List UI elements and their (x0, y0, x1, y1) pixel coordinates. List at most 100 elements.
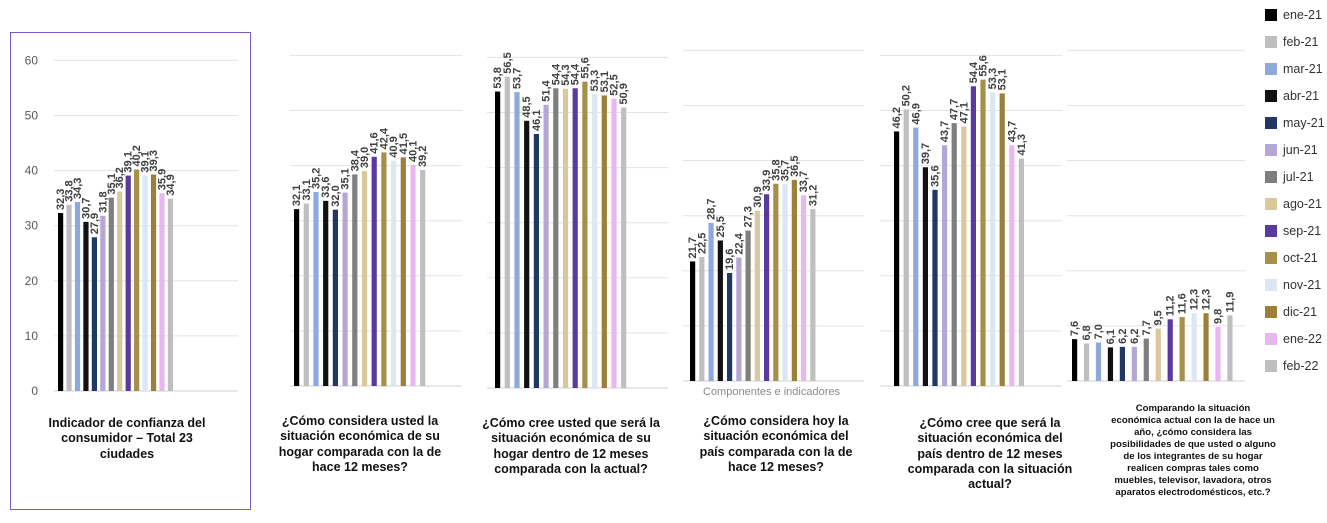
data-label: 48,5 (521, 96, 533, 117)
data-label: 6,8 (1081, 325, 1093, 340)
legend-item: may-21 (1265, 114, 1325, 132)
bar (1155, 328, 1161, 381)
data-label: 41,6 (369, 132, 381, 153)
bar (125, 175, 131, 391)
bar (142, 175, 148, 391)
data-label: 11,6 (1177, 293, 1189, 314)
data-label: 30,7 (80, 197, 92, 218)
y-tick-label: 40 (25, 164, 39, 178)
data-label: 55,6 (579, 57, 591, 78)
data-label: 11,2 (1165, 295, 1177, 316)
bar (294, 209, 300, 386)
y-tick-label: 60 (25, 53, 39, 67)
bar (736, 257, 742, 381)
data-label: 39,0 (359, 147, 371, 168)
legend-swatch (1265, 360, 1277, 372)
panel-caption-2: ¿Cómo considera usted la situación econó… (278, 414, 442, 474)
bar (611, 98, 617, 388)
bar (791, 179, 797, 381)
legend-label: ago-21 (1283, 197, 1322, 211)
bar (150, 174, 157, 391)
data-label: 35,6 (930, 165, 942, 186)
bar (592, 94, 598, 388)
y-tick-label: 20 (25, 274, 39, 288)
data-label: 53,8 (492, 67, 504, 88)
bar (1018, 158, 1024, 386)
data-label: 40,2 (131, 145, 143, 166)
bar (83, 221, 89, 391)
bar (961, 126, 967, 386)
data-label: 47,1 (958, 102, 970, 123)
legend-swatch (1265, 36, 1277, 48)
bar (754, 210, 760, 381)
bar (381, 152, 387, 386)
data-label: 30,9 (752, 186, 764, 207)
data-label: 55,6 (978, 55, 990, 76)
data-label: 39,3 (148, 150, 160, 171)
data-label: 35,1 (340, 168, 352, 189)
legend-item: abr-21 (1265, 87, 1319, 105)
bar (970, 86, 976, 387)
bar (1009, 145, 1015, 386)
legend-label: abr-21 (1283, 89, 1320, 103)
bar (1215, 327, 1221, 381)
bar (504, 76, 510, 388)
y-tick-label: 0 (31, 384, 38, 398)
data-label: 39,1 (140, 151, 152, 172)
legend-label: ene-21 (1283, 8, 1322, 22)
bar (1167, 319, 1173, 381)
bar (717, 240, 723, 381)
data-label: 54,4 (570, 63, 582, 85)
data-label: 21,7 (687, 237, 699, 258)
data-label: 46,2 (891, 107, 903, 128)
data-label: 36,5 (789, 155, 801, 176)
legend-item: feb-21 (1265, 33, 1318, 51)
bar (391, 160, 397, 386)
legend-label: mar-21 (1283, 62, 1323, 76)
data-label: 56,5 (502, 52, 514, 73)
bar (303, 203, 309, 386)
bar (1191, 313, 1197, 381)
data-label: 54,4 (550, 63, 562, 85)
legend-swatch (1265, 9, 1277, 21)
legend-label: sep-21 (1283, 224, 1322, 238)
data-label: 12,3 (1189, 289, 1201, 310)
bar (980, 79, 986, 387)
y-tick-label: 30 (25, 219, 39, 233)
data-label: 9,5 (1153, 310, 1165, 325)
data-label: 50,2 (901, 85, 913, 106)
legend-swatch (1265, 279, 1277, 291)
data-label: 38,4 (349, 149, 361, 171)
bar (543, 104, 549, 388)
data-label: 33,8 (64, 180, 76, 201)
legend-item: sep-21 (1265, 222, 1321, 240)
bar (553, 88, 559, 389)
data-label: 7,7 (1141, 320, 1153, 335)
panel-caption-6: Comparando la situación económica actual… (1110, 403, 1276, 498)
bar (332, 209, 338, 386)
data-label: 33,7 (798, 171, 810, 192)
legend-label: feb-21 (1283, 35, 1319, 49)
data-label: 31,2 (807, 185, 819, 206)
data-label: 7,0 (1093, 324, 1105, 339)
bar (999, 93, 1005, 386)
bar (58, 213, 64, 391)
y-tick-label: 10 (25, 329, 39, 343)
data-label: 53,7 (512, 68, 524, 89)
legend-label: jul-21 (1283, 170, 1314, 184)
bar (495, 91, 501, 388)
data-label: 7,6 (1069, 321, 1081, 336)
legend-swatch (1265, 171, 1277, 183)
bar (100, 215, 106, 391)
data-label: 31,8 (97, 191, 109, 212)
bar (894, 131, 900, 386)
data-label: 27,9 (89, 213, 101, 234)
legend-item: jun-21 (1265, 141, 1318, 159)
data-label: 46,9 (910, 103, 922, 124)
bar (323, 200, 329, 386)
bar (764, 194, 770, 381)
data-label: 33,6 (320, 176, 332, 197)
data-label: 53,3 (987, 68, 999, 89)
data-label: 53,3 (589, 70, 601, 91)
bar (1143, 338, 1149, 381)
